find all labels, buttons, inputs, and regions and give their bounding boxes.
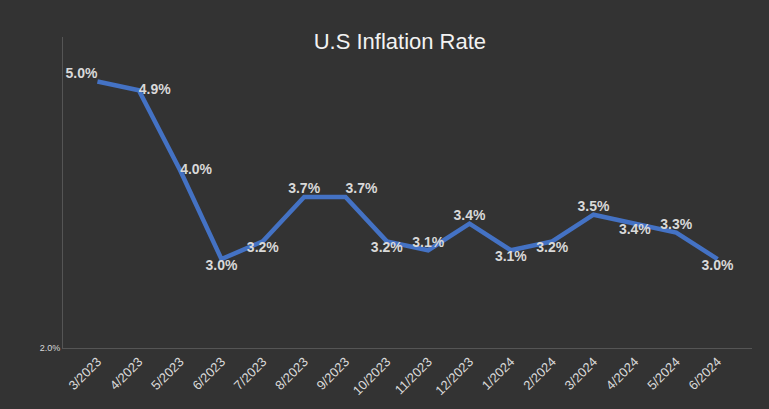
svg-text:5.0%: 5.0% (66, 65, 98, 81)
svg-text:3.2%: 3.2% (371, 239, 403, 255)
svg-text:3.1%: 3.1% (495, 248, 527, 264)
svg-text:2/2024: 2/2024 (520, 354, 559, 393)
svg-text:8/2023: 8/2023 (272, 354, 311, 393)
svg-text:6/2024: 6/2024 (686, 354, 725, 393)
svg-text:5/2023: 5/2023 (148, 354, 187, 393)
svg-text:4/2023: 4/2023 (107, 354, 146, 393)
svg-text:3.2%: 3.2% (536, 239, 568, 255)
svg-text:9/2023: 9/2023 (313, 354, 352, 393)
svg-text:3.3%: 3.3% (660, 216, 692, 232)
svg-text:7/2023: 7/2023 (231, 354, 270, 393)
svg-text:12/2023: 12/2023 (432, 354, 476, 398)
svg-text:U.S Inflation Rate: U.S Inflation Rate (314, 29, 486, 54)
svg-text:3.4%: 3.4% (454, 207, 486, 223)
svg-text:11/2023: 11/2023 (392, 354, 435, 397)
svg-text:3.4%: 3.4% (619, 221, 651, 237)
svg-text:3.7%: 3.7% (345, 180, 377, 196)
svg-text:3.0%: 3.0% (206, 257, 238, 273)
svg-text:10/2023: 10/2023 (350, 354, 394, 398)
svg-text:3/2024: 3/2024 (562, 354, 601, 393)
svg-text:3.5%: 3.5% (578, 198, 610, 214)
svg-text:3/2023: 3/2023 (65, 354, 104, 393)
svg-text:3.7%: 3.7% (288, 180, 320, 196)
svg-text:3.1%: 3.1% (412, 234, 444, 250)
svg-text:1/2024: 1/2024 (479, 354, 518, 393)
svg-text:3.0%: 3.0% (702, 257, 734, 273)
svg-text:4.9%: 4.9% (139, 81, 171, 97)
svg-text:4/2024: 4/2024 (603, 354, 642, 393)
svg-text:6/2023: 6/2023 (189, 354, 228, 393)
svg-text:4.0%: 4.0% (180, 161, 212, 177)
svg-text:2.0%: 2.0% (40, 343, 61, 353)
svg-text:3.2%: 3.2% (247, 239, 279, 255)
svg-text:5/2024: 5/2024 (644, 354, 683, 393)
